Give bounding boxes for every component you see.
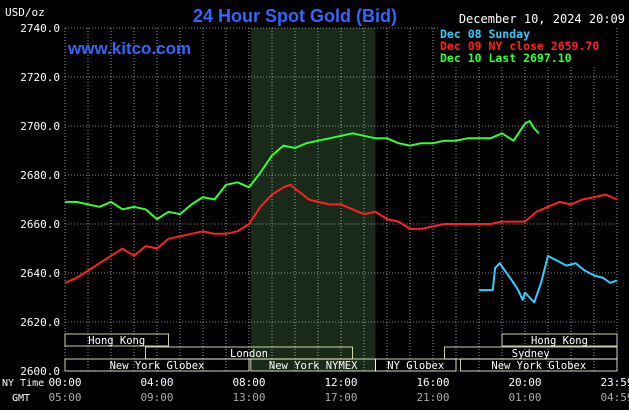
gmt-label: GMT <box>12 393 30 404</box>
y-tick-label: 2600.0 <box>20 365 60 378</box>
session-label: New York NYMEX <box>269 360 358 372</box>
x-tick-label-gmt: 21:00 <box>416 391 449 404</box>
y-tick-label: 2740.0 <box>20 22 60 35</box>
session-label: NY Globex <box>387 360 444 372</box>
x-tick-label-ny: 08:00 <box>232 376 265 389</box>
legend-item-dec08: Dec 08 Sunday <box>440 27 530 41</box>
series-line-2 <box>65 120 540 221</box>
y-tick-label: 2720.0 <box>20 71 60 84</box>
x-tick-label-ny: 16:00 <box>416 376 449 389</box>
x-tick-label-gmt: 01:00 <box>508 391 541 404</box>
x-tick-label-ny: 12:00 <box>324 376 357 389</box>
x-tick-label-ny: 00:00 <box>48 376 81 389</box>
x-tick-label-gmt: 09:00 <box>140 391 173 404</box>
session-box <box>64 358 250 372</box>
x-tick-label-gmt: 05:00 <box>48 391 81 404</box>
x-tick-label-ny: 04:00 <box>140 376 173 389</box>
session-label: Hong Kong <box>531 335 588 347</box>
legend: Dec 08 Sunday Dec 09 NY close 2659.70 De… <box>438 27 616 67</box>
session-label: New York Globex <box>110 360 205 372</box>
session-label: New York Globex <box>491 360 586 372</box>
x-tick-label-gmt: 17:00 <box>324 391 357 404</box>
legend-box <box>438 27 616 67</box>
y-tick-label: 2640.0 <box>20 267 60 280</box>
ny-time-label: NY Time <box>2 378 44 389</box>
y-tick-label: 2660.0 <box>20 218 60 231</box>
units-label: USD/oz <box>5 6 45 19</box>
session-box <box>375 358 457 372</box>
session-label: Sydney <box>512 348 550 360</box>
timestamp: December 10, 2024 20:09 <box>459 12 625 26</box>
y-tick-label: 2620.0 <box>20 316 60 329</box>
session-label: London <box>230 348 268 360</box>
y-tick-label: 2700.0 <box>20 120 60 133</box>
legend-item-dec09: Dec 09 NY close 2659.70 <box>440 39 599 53</box>
nymex-session-shade <box>250 28 376 371</box>
chart-title: 24 Hour Spot Gold (Bid) <box>193 6 397 26</box>
watermark: www.kitco.com <box>67 39 191 58</box>
series-line-0 <box>479 254 618 304</box>
session-box <box>64 333 169 347</box>
x-tick-label-gmt: 04:59 <box>600 391 629 404</box>
y-tick-label: 2680.0 <box>20 169 60 182</box>
series-line-1 <box>64 183 618 284</box>
session-label: Hong Kong <box>88 335 145 347</box>
x-tick-label-ny: 20:00 <box>508 376 541 389</box>
session-box <box>501 333 618 347</box>
x-tick-label-gmt: 13:00 <box>232 391 265 404</box>
x-tick-label-ny: 23:59 <box>600 376 629 389</box>
legend-item-dec10: Dec 10 Last 2697.10 <box>440 51 572 65</box>
session-box <box>460 358 618 372</box>
